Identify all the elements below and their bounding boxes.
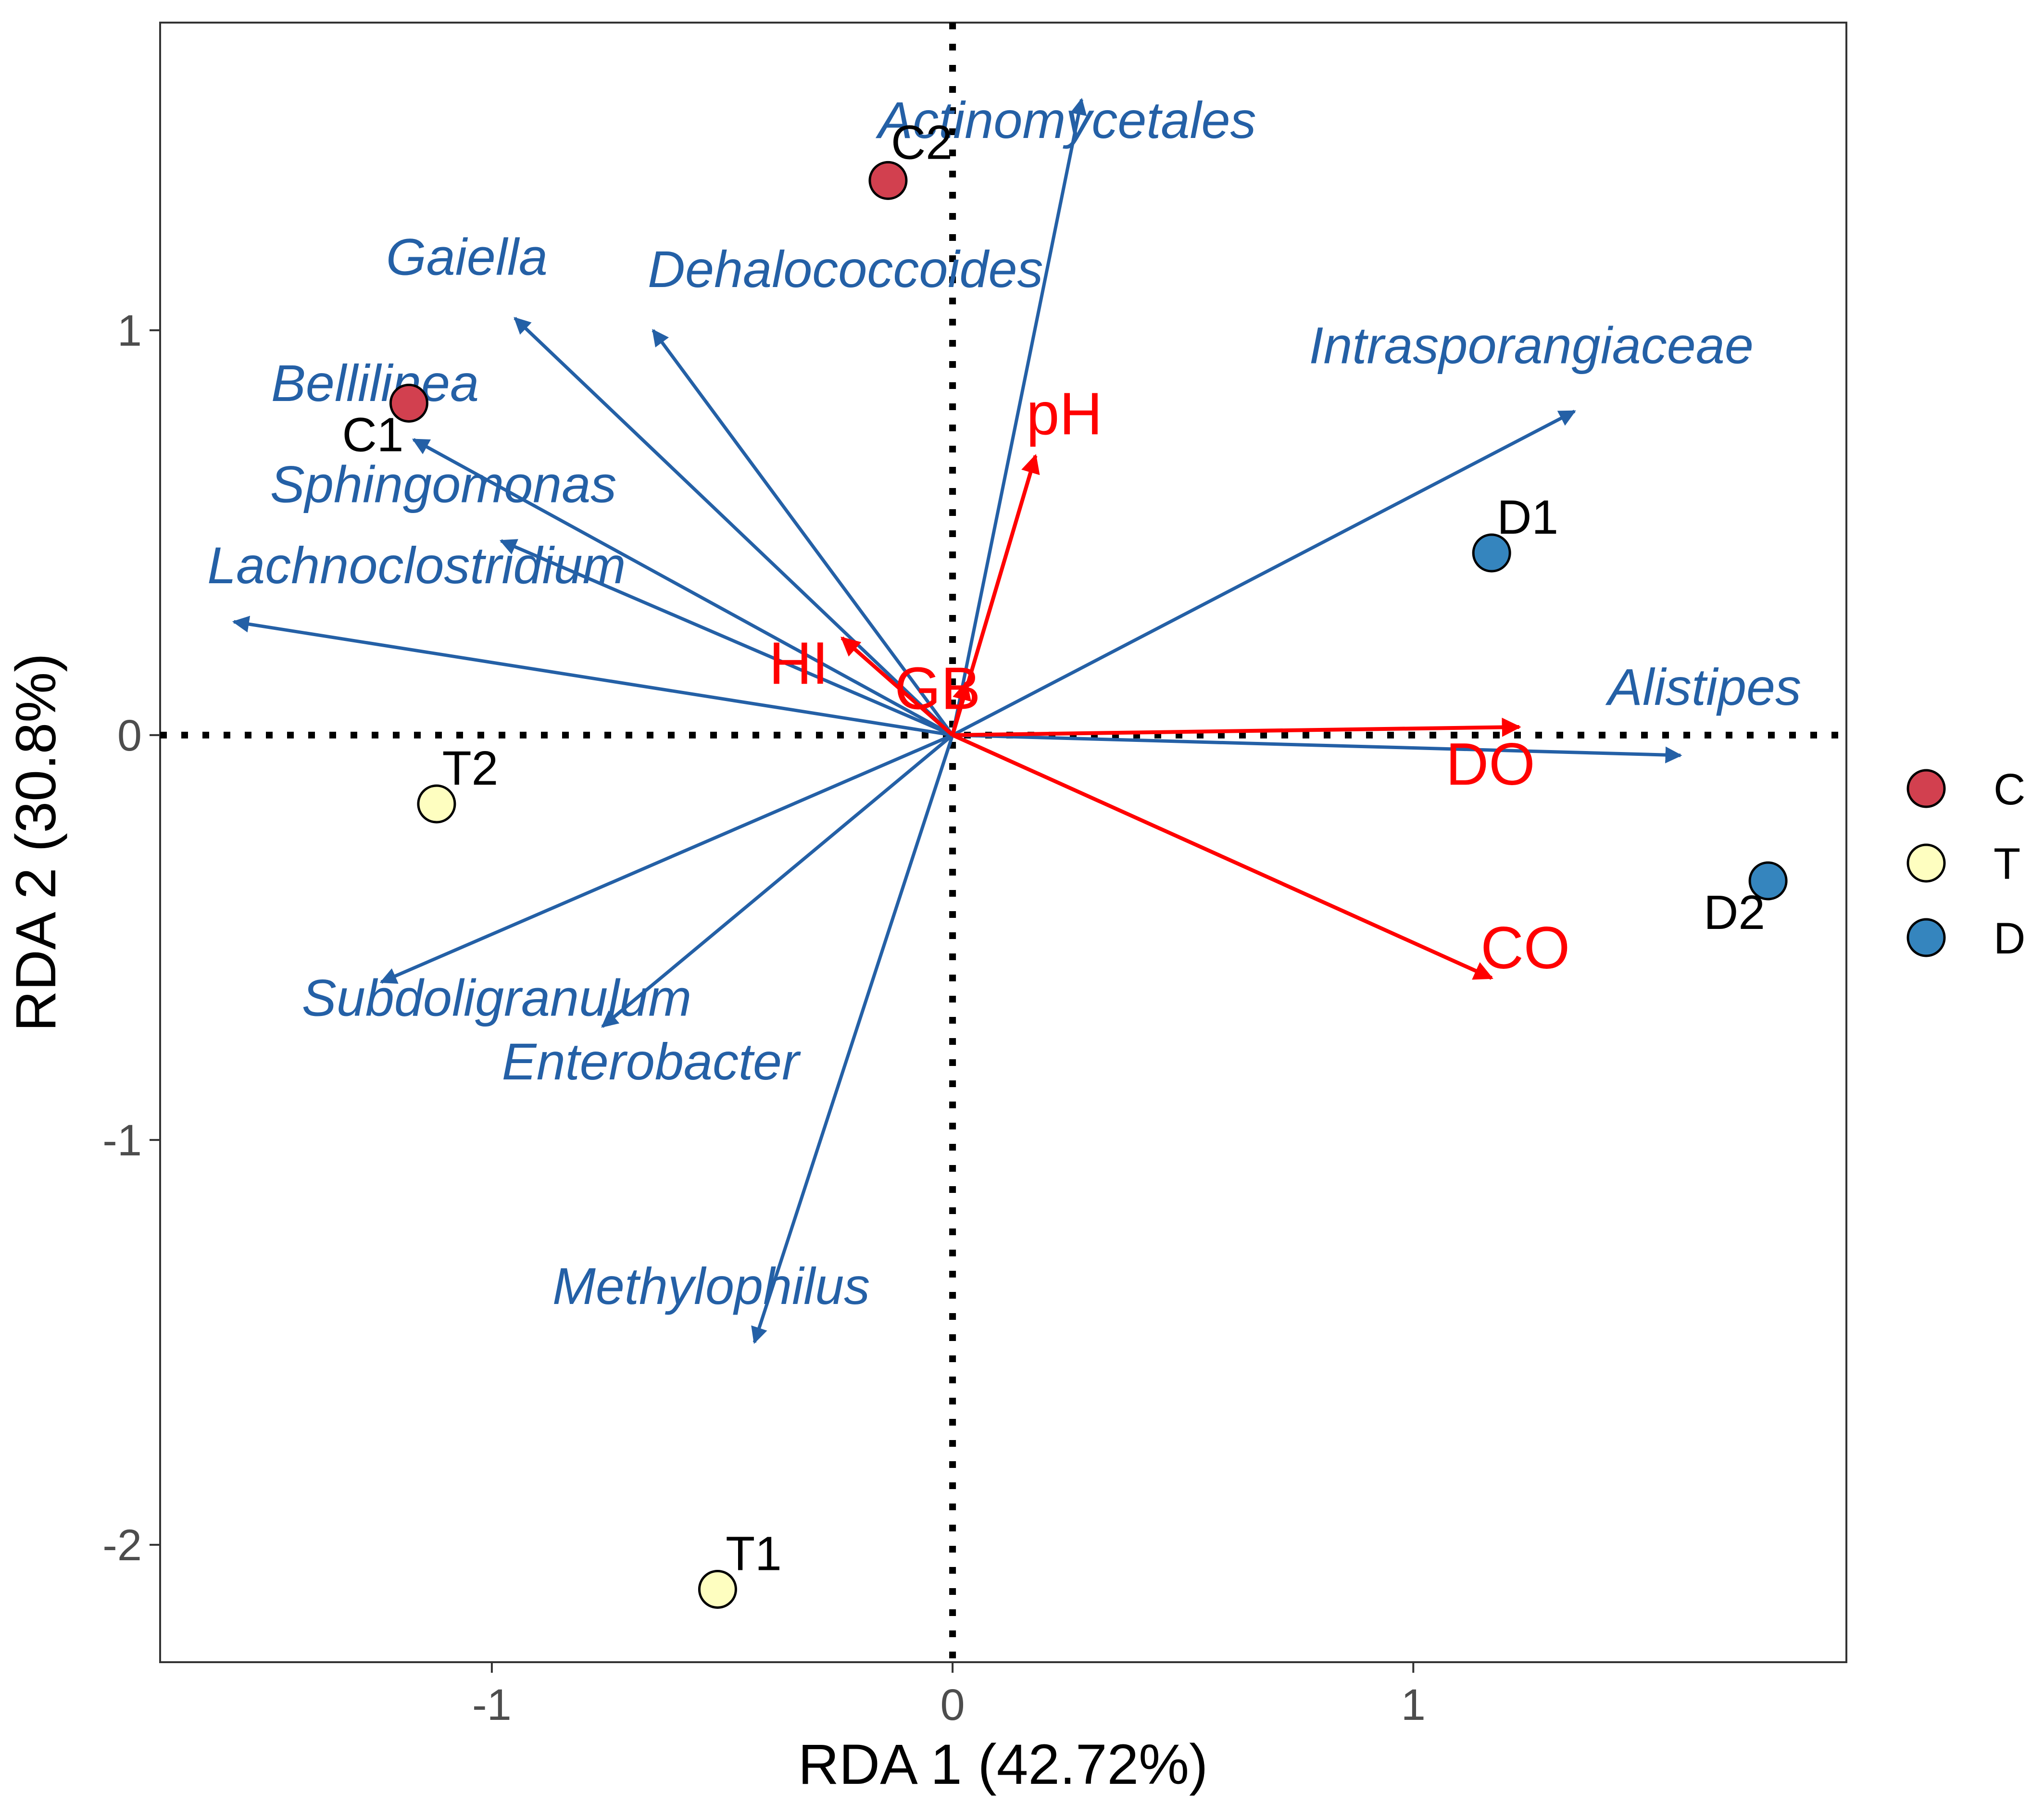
y-tick-label: -1 — [102, 1116, 142, 1165]
species-label: Methylophilus — [552, 1257, 870, 1315]
reference-lines — [160, 23, 1846, 1662]
sample-point — [417, 784, 456, 824]
species-arrow — [952, 410, 1576, 737]
species-label: Intrasporangiaceae — [1309, 316, 1754, 374]
y-tick-label: 0 — [117, 711, 142, 760]
env-arrows — [840, 454, 1521, 980]
sample-points — [389, 161, 1788, 1609]
species-labels: Actinomycetales Gaiella Dehalococcoides Bel… — [207, 91, 1801, 1315]
sample-label: D1 — [1497, 490, 1558, 544]
sample-point — [698, 1569, 737, 1609]
sample-label: D2 — [1704, 886, 1765, 940]
species-arrow — [953, 733, 1682, 764]
sample-label: C2 — [891, 115, 953, 169]
x-tick-label: 1 — [1401, 1680, 1426, 1729]
env-label: pH — [1026, 381, 1103, 447]
species-arrow — [232, 615, 953, 737]
y-axis-title: RDA 2 (30.8%) — [4, 653, 68, 1032]
species-label: Actinomycetales — [875, 91, 1256, 149]
y-tick-label: -2 — [102, 1521, 142, 1570]
sample-point — [1472, 533, 1511, 573]
sample-point — [868, 161, 908, 200]
sample-label: T1 — [726, 1527, 782, 1580]
species-label: Gaiella — [386, 228, 548, 286]
species-arrow — [412, 438, 953, 737]
species-arrow — [499, 539, 953, 737]
legend-label: C — [1994, 765, 2025, 814]
plot-panel — [159, 22, 1847, 1663]
legend-key — [1906, 769, 1946, 808]
y-tick-label: 1 — [117, 306, 142, 355]
env-label: HI — [769, 630, 828, 697]
species-label: Alistipes — [1605, 658, 1801, 716]
species-arrow — [652, 329, 954, 736]
env-label: CO — [1480, 915, 1570, 981]
sample-point — [389, 383, 428, 423]
legend-key — [1906, 843, 1946, 883]
sample-point — [1748, 861, 1788, 901]
species-label: Lachnoclostridium — [207, 536, 626, 594]
env-arrow — [952, 733, 1493, 980]
x-axis-title: RDA 1 (42.72%) — [798, 1733, 1208, 1796]
sample-labels: C1 C2 T1 T2 D1 D2 — [342, 115, 1766, 1580]
species-arrow — [601, 734, 954, 1028]
sample-label: C1 — [342, 408, 404, 462]
x-tick-label: 0 — [940, 1680, 965, 1729]
y-axis: -2 -1 0 1 — [102, 306, 160, 1570]
species-arrow — [951, 98, 1087, 736]
x-tick-label: -1 — [472, 1680, 512, 1729]
env-label: DO — [1446, 731, 1535, 798]
species-label: Sphingomonas — [270, 455, 617, 514]
env-arrow — [840, 636, 954, 737]
legend-label: T — [1994, 840, 2020, 889]
x-axis: -1 0 1 — [472, 1662, 1426, 1729]
species-label: Enterobacter — [502, 1032, 801, 1090]
species-arrow — [379, 733, 953, 984]
species-arrows — [232, 98, 1682, 1344]
sample-label: T2 — [442, 741, 499, 795]
env-arrow — [951, 680, 972, 736]
species-label: Bellilinea — [271, 354, 479, 412]
species-arrow — [751, 734, 954, 1344]
legend: CTD — [1906, 765, 2025, 963]
species-label: Subdoligranulum — [302, 968, 692, 1027]
legend-key — [1906, 918, 1946, 957]
env-labels: pH HI GB DO CO — [769, 381, 1570, 981]
species-label: Dehalococcoides — [648, 240, 1043, 298]
legend-label: D — [1994, 914, 2025, 963]
env-arrow — [953, 717, 1521, 737]
species-arrow — [514, 317, 954, 737]
env-label: GB — [894, 655, 980, 722]
